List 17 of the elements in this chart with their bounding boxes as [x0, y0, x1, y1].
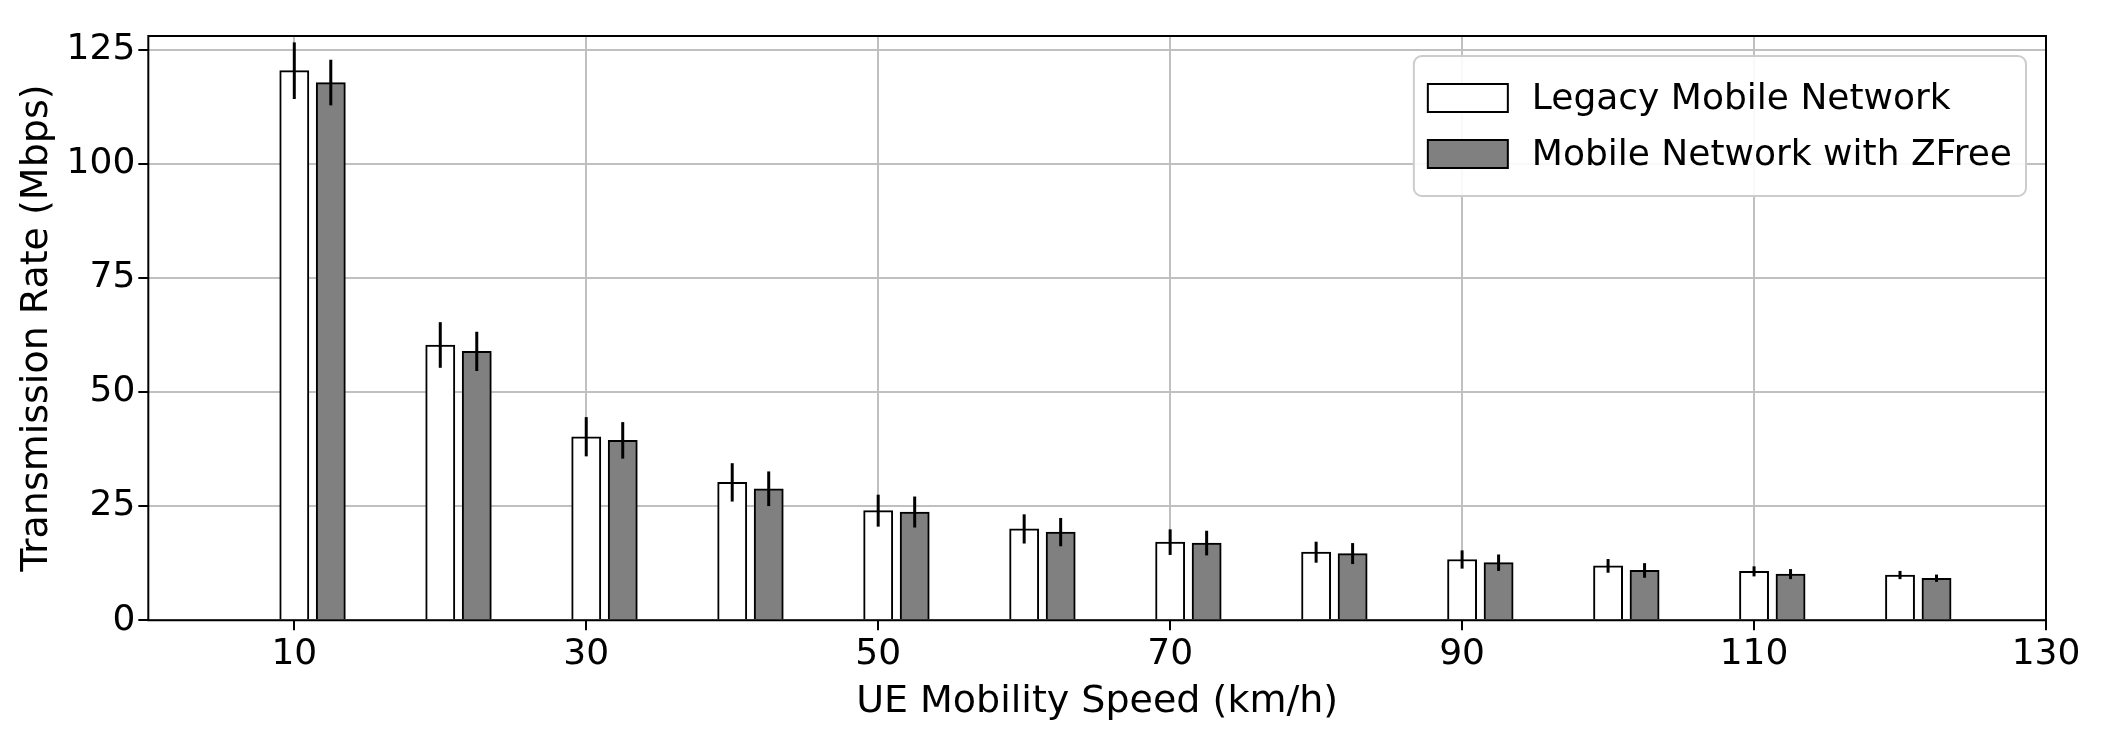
y-tick-label: 0 — [112, 596, 136, 638]
x-axis-title: UE Mobility Speed (km/h) — [856, 677, 1339, 722]
y-axis-title: Transmission Rate (Mbps) — [11, 84, 56, 573]
y-tick-label: 75 — [89, 254, 136, 296]
y-tick-label: 100 — [66, 140, 136, 182]
x-tick-label: 90 — [1439, 631, 1485, 673]
x-tick-label: 10 — [271, 631, 318, 673]
y-tick-label: 50 — [89, 368, 136, 410]
x-tick-label: 130 — [2011, 631, 2081, 673]
legend-label: Mobile Network with ZFree — [1531, 132, 2013, 174]
x-tick-label: 70 — [1147, 631, 1194, 673]
y-tick-label: 125 — [66, 26, 136, 68]
x-tick-label: 50 — [855, 631, 902, 673]
legend-label: Legacy Mobile Network — [1531, 76, 1951, 118]
x-tick-label: 30 — [563, 631, 610, 673]
y-tick-label: 25 — [89, 482, 136, 524]
x-tick-label: 110 — [1719, 631, 1789, 673]
